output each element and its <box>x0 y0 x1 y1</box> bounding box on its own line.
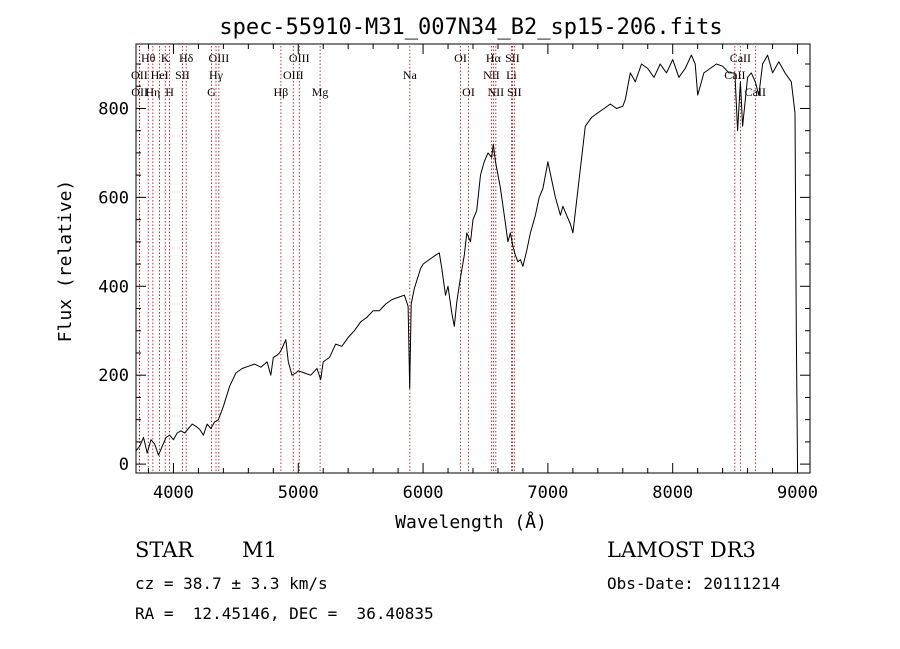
emission-lines: OIIOIIHθHηHeIKHSIIHδGHγOIIIHβOIIIOIIIMgN… <box>131 46 766 473</box>
x-axis: 4000 5000 6000 7000 8000 9000 <box>147 44 818 503</box>
x-tick-label: 7000 <box>527 483 568 503</box>
x-tick-label: 4000 <box>153 483 194 503</box>
line-label: H <box>165 85 174 99</box>
survey-name: LAMOST DR3 <box>607 538 756 562</box>
line-label: HeI <box>151 68 169 82</box>
chart-title: spec-55910-M31_007N34_B2_sp15-206.fits <box>219 15 722 40</box>
line-label: Hδ <box>179 51 194 65</box>
obs-date: Obs-Date: 20111214 <box>607 574 781 593</box>
x-tick-label: 6000 <box>403 483 444 503</box>
y-tick-label: 400 <box>98 277 129 297</box>
line-label: OII <box>131 85 148 99</box>
flux-line <box>135 54 798 465</box>
line-label: CaII <box>730 51 751 65</box>
spectrum-series <box>135 54 798 465</box>
x-tick-label: 8000 <box>652 483 693 503</box>
redshift-text: cz = 38.7 ± 3.3 km/s <box>135 574 328 593</box>
y-axis: 0 200 400 600 800 <box>98 63 810 475</box>
line-label: SII <box>505 51 520 65</box>
line-label: Hα <box>486 51 502 65</box>
line-label: Hθ <box>141 51 156 65</box>
ra-dec: RA = 12.45146, DEC = 36.40835 <box>135 604 434 623</box>
object-class: STAR <box>135 538 194 562</box>
line-label: Hβ <box>274 85 289 99</box>
x-tick-label: 9000 <box>777 483 818 503</box>
line-label: Hη <box>145 85 160 99</box>
line-label: OIII <box>209 51 230 65</box>
line-label: Mg <box>312 85 329 99</box>
line-label: SII <box>175 68 190 82</box>
line-label: OI <box>454 51 467 65</box>
y-tick-label: 200 <box>98 366 129 386</box>
line-label: K <box>161 51 170 65</box>
line-label: NII <box>488 85 505 99</box>
x-axis-label: Wavelength (Å) <box>395 511 547 533</box>
line-label: G <box>207 85 216 99</box>
line-label: Hγ <box>209 68 224 82</box>
line-label: OIII <box>283 68 304 82</box>
line-label: SII <box>507 85 522 99</box>
object-subclass: M1 <box>242 538 277 562</box>
line-label: NII <box>483 68 500 82</box>
y-tick-label: 600 <box>98 188 129 208</box>
line-label: CaII <box>745 85 766 99</box>
line-label: OIII <box>289 51 310 65</box>
x-tick-label: 5000 <box>278 483 319 503</box>
y-tick-label: 800 <box>98 99 129 119</box>
line-label: OI <box>462 85 475 99</box>
line-label: Li <box>506 68 517 82</box>
y-tick-label: 0 <box>119 455 129 475</box>
y-axis-label: Flux (relative) <box>55 180 76 343</box>
plot-frame <box>135 43 811 474</box>
line-label: Na <box>403 68 418 82</box>
